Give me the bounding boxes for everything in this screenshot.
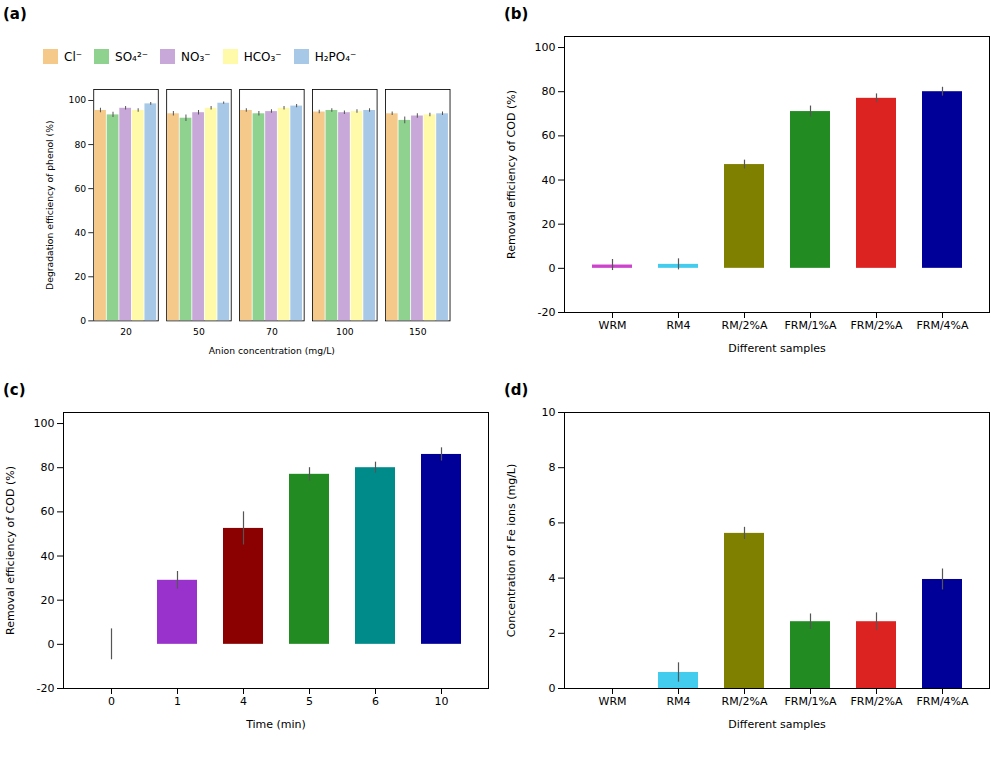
svg-text:100: 100 — [34, 417, 55, 430]
svg-text:0: 0 — [80, 315, 86, 326]
svg-text:Different samples: Different samples — [728, 342, 826, 355]
svg-text:60: 60 — [41, 505, 55, 518]
svg-text:80: 80 — [41, 461, 55, 474]
svg-text:0: 0 — [549, 682, 556, 695]
svg-text:WRM: WRM — [598, 695, 626, 708]
svg-text:4: 4 — [549, 571, 556, 584]
svg-text:FRM/2%A: FRM/2%A — [850, 695, 903, 708]
svg-text:40: 40 — [542, 174, 556, 187]
svg-text:6: 6 — [549, 516, 556, 529]
svg-text:8: 8 — [549, 461, 556, 474]
svg-text:100: 100 — [69, 94, 87, 105]
svg-text:FRM/1%A: FRM/1%A — [784, 319, 837, 332]
html-text:H₂PO₄⁻: H₂PO₄⁻ — [314, 49, 357, 64]
svg-text:0: 0 — [48, 638, 55, 651]
svg-text:20: 20 — [74, 271, 86, 282]
svg-text:10: 10 — [435, 695, 449, 708]
svg-text:Time (min): Time (min) — [245, 717, 306, 730]
svg-text:60: 60 — [74, 183, 86, 194]
svg-text:50: 50 — [193, 326, 205, 337]
svg-text:RM4: RM4 — [666, 319, 690, 332]
svg-text:Removal efficiency of COD (%): Removal efficiency of COD (%) — [505, 90, 518, 259]
svg-text:10: 10 — [542, 406, 556, 419]
svg-text:100: 100 — [336, 326, 354, 337]
svg-text:Degradation efficiency of phen: Degradation efficiency of phenol (%) — [43, 120, 54, 289]
svg-text:Removal efficiency of COD (%): Removal efficiency of COD (%) — [4, 466, 17, 635]
svg-text:Different samples: Different samples — [728, 717, 826, 730]
svg-text:RM/2%A: RM/2%A — [722, 319, 768, 332]
svg-text:60: 60 — [542, 129, 556, 142]
svg-text:Anion concentration (mg/L): Anion concentration (mg/L) — [209, 345, 335, 356]
svg-text:FRM/4%A: FRM/4%A — [916, 319, 969, 332]
svg-text:6: 6 — [372, 695, 379, 708]
svg-text:4: 4 — [240, 695, 247, 708]
svg-text:80: 80 — [542, 85, 556, 98]
svg-text:FRM/1%A: FRM/1%A — [784, 695, 837, 708]
svg-text:0: 0 — [549, 262, 556, 275]
svg-text:80: 80 — [74, 139, 86, 150]
html-text:(c): (c) — [3, 380, 26, 399]
svg-text:70: 70 — [266, 326, 278, 337]
svg-text:150: 150 — [409, 326, 427, 337]
svg-text:-20: -20 — [37, 682, 55, 695]
svg-text:RM4: RM4 — [666, 695, 690, 708]
html-text:(b): (b) — [504, 5, 529, 23]
svg-text:0: 0 — [108, 695, 115, 708]
svg-text:RM/2%A: RM/2%A — [722, 695, 768, 708]
svg-text:5: 5 — [306, 695, 313, 708]
svg-text:40: 40 — [74, 227, 86, 238]
html-text:HCO₃⁻: HCO₃⁻ — [243, 49, 282, 64]
svg-text:Concentration of Fe ions (mg/L: Concentration of Fe ions (mg/L) — [505, 463, 518, 637]
svg-text:20: 20 — [120, 326, 132, 337]
svg-text:FRM/4%A: FRM/4%A — [916, 695, 969, 708]
svg-text:FRM/2%A: FRM/2%A — [850, 319, 903, 332]
html-text:(a): (a) — [3, 5, 27, 23]
svg-text:20: 20 — [542, 218, 556, 231]
svg-text:-20: -20 — [538, 306, 556, 319]
svg-text:2: 2 — [549, 626, 556, 639]
svg-text:WRM: WRM — [598, 319, 626, 332]
svg-text:40: 40 — [41, 549, 55, 562]
svg-text:20: 20 — [41, 593, 55, 606]
html-text:SO₄²⁻: SO₄²⁻ — [115, 49, 149, 64]
svg-text:1: 1 — [174, 695, 181, 708]
html-text:(d): (d) — [504, 380, 529, 399]
html-text:Cl⁻: Cl⁻ — [64, 49, 82, 64]
html-text:NO₃⁻: NO₃⁻ — [181, 49, 211, 64]
svg-text:100: 100 — [535, 41, 556, 54]
